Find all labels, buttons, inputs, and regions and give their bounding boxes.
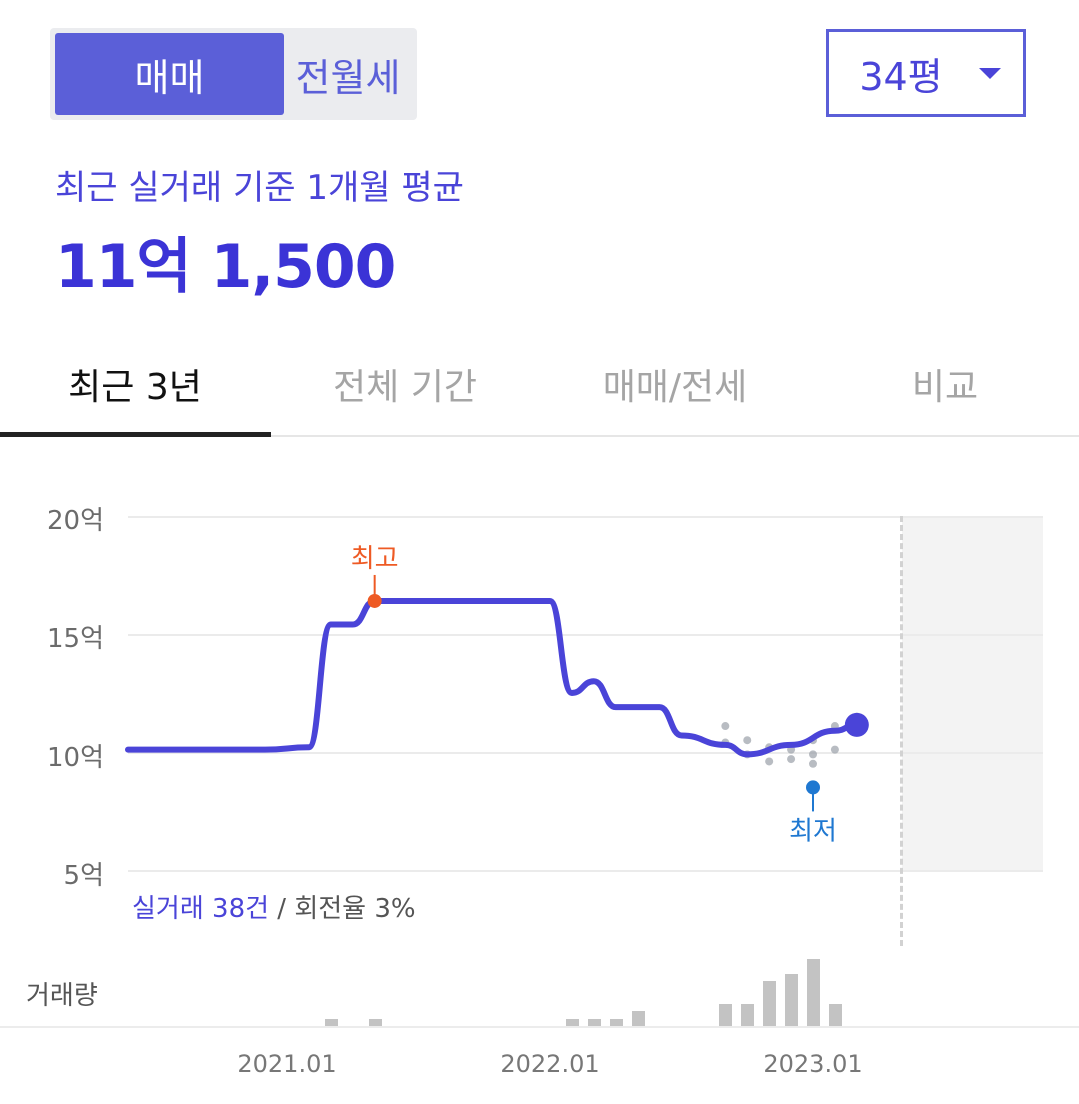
trade-stats: 실거래 38건 / 회전율 3%	[132, 888, 416, 925]
future-shaded-area	[902, 516, 1043, 870]
max-label: 최고	[351, 544, 399, 574]
price-line	[125, 597, 860, 758]
period-tabs: 최근 3년 전체 기간 매매/전세 비교	[0, 335, 1079, 437]
volume-bar	[565, 1018, 579, 1026]
sale-tab-button[interactable]: 매매	[55, 33, 284, 115]
x-tick-label: 2021.01	[237, 1050, 337, 1078]
volume-bar	[368, 1018, 382, 1026]
turnover-rate: / 회전율 3%	[269, 894, 416, 924]
rent-tab-button[interactable]: 전월세	[295, 55, 401, 100]
tab-all-period[interactable]: 전체 기간	[333, 367, 477, 408]
gridline	[128, 752, 1043, 754]
volume-bar	[719, 1003, 733, 1026]
volume-bar	[741, 1003, 755, 1026]
trade-dot	[809, 750, 817, 759]
x-tick-label: 2022.01	[500, 1050, 600, 1078]
gridline	[128, 870, 1043, 872]
volume-bar	[609, 1018, 623, 1026]
current-date-line	[900, 516, 903, 946]
volume-bar	[631, 1011, 645, 1026]
size-selected-label: 34평	[859, 54, 943, 99]
average-price-value: 11억 1,500	[55, 232, 396, 302]
x-tick-label: 2023.01	[763, 1050, 863, 1078]
volume-baseline	[0, 1026, 1079, 1028]
y-tick-label: 20억	[46, 506, 104, 536]
volume-label: 거래량	[26, 981, 98, 1011]
y-tick-label: 15억	[46, 624, 104, 654]
trade-dot	[809, 759, 817, 768]
trade-dot	[830, 745, 839, 754]
caret-down-icon	[978, 67, 1001, 79]
min-marker	[806, 780, 820, 795]
trade-type-toggle: 매매 전월세	[50, 28, 417, 120]
trade-dot	[743, 736, 752, 745]
min-label: 최저	[789, 816, 837, 846]
volume-bar	[828, 1003, 842, 1026]
tab-recent-3-years[interactable]: 최근 3년	[68, 367, 202, 408]
average-price-subtitle: 최근 실거래 기준 1개월 평균	[55, 168, 464, 208]
y-tick-label: 5억	[63, 861, 104, 891]
trade-dot	[765, 757, 774, 766]
gridline	[128, 634, 1043, 636]
size-dropdown[interactable]: 34평	[826, 29, 1026, 117]
y-tick-label: 10억	[46, 743, 104, 773]
volume-bar	[807, 958, 820, 1026]
tab-sale-jeonse[interactable]: 매매/전세	[602, 367, 748, 408]
active-tab-underline	[0, 432, 271, 437]
trade-dot	[721, 722, 730, 731]
volume-bar	[324, 1018, 338, 1026]
volume-bar	[763, 981, 777, 1026]
gridline	[128, 516, 1043, 518]
volume-bar	[785, 973, 799, 1026]
trade-count: 실거래 38건	[132, 894, 270, 924]
trade-dot	[787, 755, 796, 764]
volume-bar	[587, 1018, 601, 1026]
tab-compare[interactable]: 비교	[911, 367, 979, 408]
max-marker	[367, 593, 382, 608]
current-price-marker	[844, 712, 869, 737]
